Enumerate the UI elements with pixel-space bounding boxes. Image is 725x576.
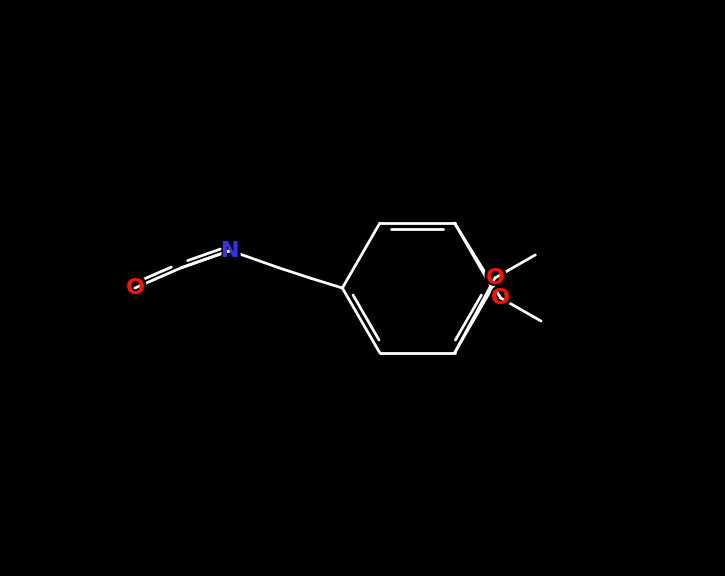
Text: O: O xyxy=(483,264,507,292)
Text: O: O xyxy=(486,268,505,288)
Text: O: O xyxy=(125,278,144,298)
Text: O: O xyxy=(492,288,510,308)
Text: N: N xyxy=(218,237,242,264)
Text: O: O xyxy=(489,284,513,312)
Text: N: N xyxy=(221,241,239,260)
Text: O: O xyxy=(123,274,147,302)
